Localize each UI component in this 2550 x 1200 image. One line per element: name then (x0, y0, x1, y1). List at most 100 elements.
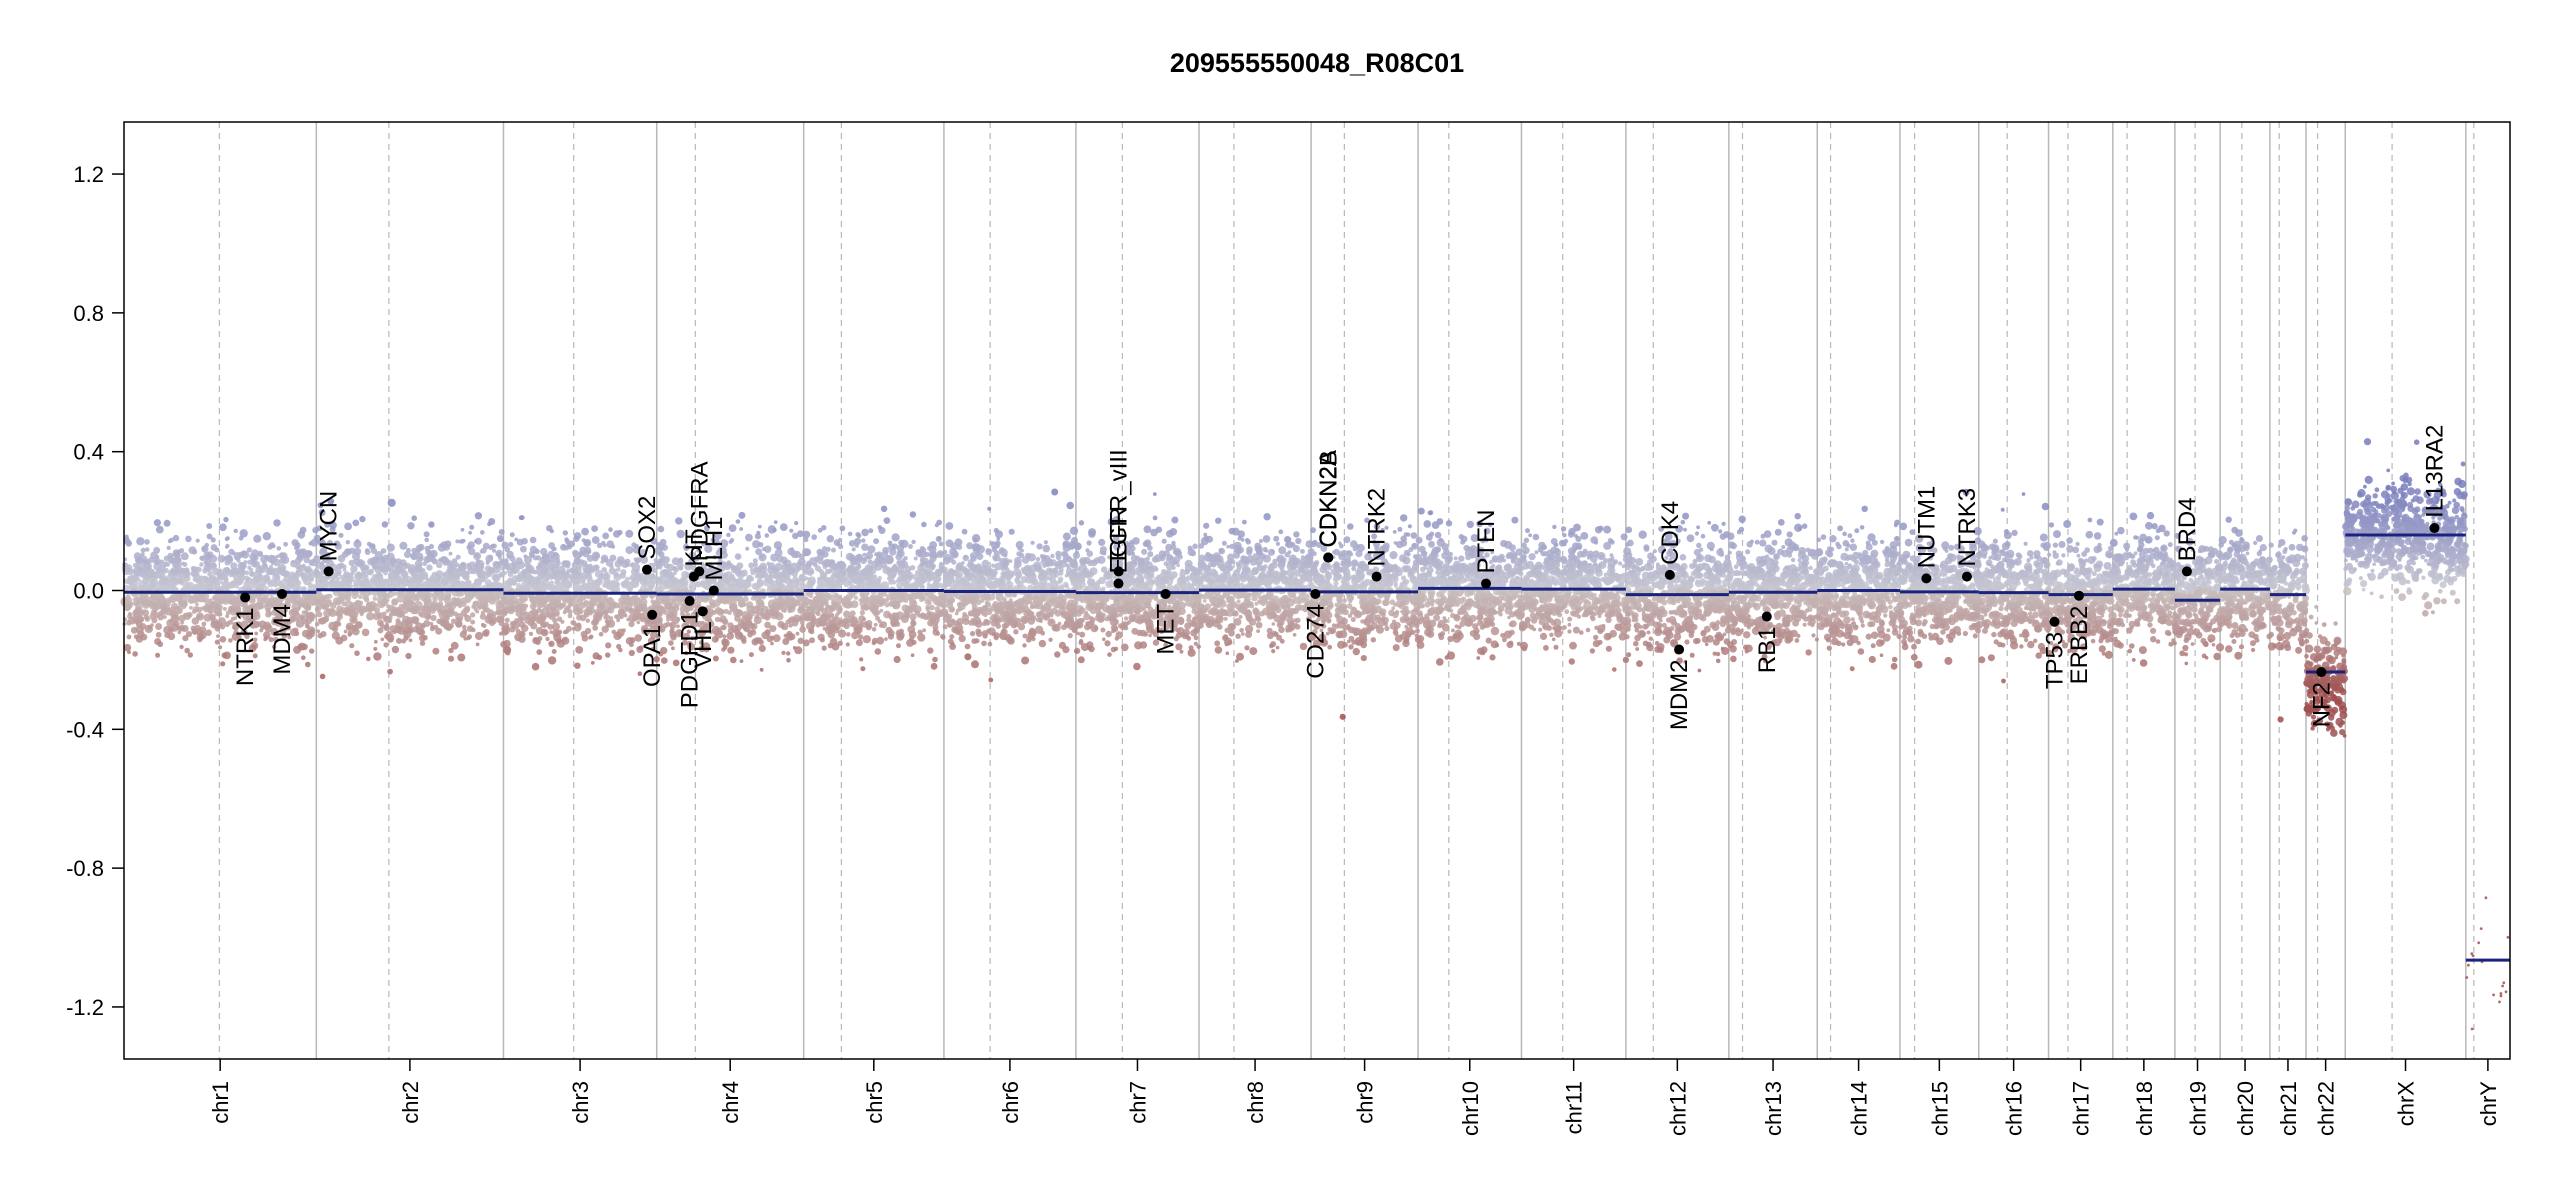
probe-point (829, 637, 838, 646)
probe-point (699, 580, 707, 588)
probe-point (271, 644, 277, 650)
probe-point (407, 564, 417, 573)
probe-point (750, 596, 756, 601)
probe-point (888, 570, 897, 580)
probe-point (183, 567, 190, 574)
probe-point (733, 628, 741, 635)
probe-point (983, 612, 988, 618)
probe-point (734, 553, 742, 560)
probe-point (466, 564, 473, 571)
probe-point (860, 666, 866, 672)
probe-point (975, 620, 983, 628)
probe-point (463, 606, 470, 614)
probe-point (919, 562, 924, 568)
probe-point (351, 592, 358, 600)
probe-point (921, 521, 927, 528)
probe-point (159, 577, 167, 585)
probe-point (726, 632, 734, 640)
probe-point (509, 532, 515, 538)
probe-point (321, 595, 330, 604)
probe-point (608, 527, 613, 532)
probe-point (432, 647, 440, 655)
probe-point (935, 536, 942, 542)
probe-point (629, 608, 634, 613)
probe-point (859, 592, 866, 599)
probe-point (305, 661, 311, 668)
probe-point (640, 604, 648, 612)
probe-point (824, 614, 830, 620)
probe-point (1040, 560, 1045, 564)
probe-point (246, 547, 253, 553)
probe-point (225, 536, 230, 541)
probe-point (847, 531, 853, 537)
probe-point (495, 549, 503, 558)
probe-point (745, 533, 753, 542)
probe-point (837, 640, 843, 646)
probe-point (134, 600, 140, 606)
probe-point (153, 559, 160, 565)
probe-point (132, 597, 137, 602)
probe-point (848, 540, 856, 547)
probe-point (884, 637, 888, 641)
probe-point (355, 621, 363, 629)
probe-point (281, 556, 290, 564)
probe-point (748, 652, 754, 658)
probe-point (915, 549, 921, 555)
probe-point (502, 559, 509, 566)
probe-point (153, 519, 161, 527)
probe-point (1012, 593, 1017, 598)
probe-point (805, 566, 810, 570)
probe-point (567, 603, 572, 608)
probe-point (196, 606, 203, 613)
probe-point (780, 556, 788, 564)
probe-point (795, 586, 802, 593)
probe-point (773, 611, 780, 618)
probe-point (190, 625, 197, 632)
probe-point (548, 542, 555, 549)
probe-point (225, 614, 230, 619)
probe-point (317, 632, 324, 639)
probe-point (267, 554, 276, 564)
probe-point (874, 599, 880, 605)
probe-point (613, 571, 619, 578)
probe-point (823, 561, 830, 567)
probe-point (634, 615, 639, 621)
probe-point (536, 649, 543, 655)
probe-point (145, 569, 154, 578)
probe-point (773, 541, 783, 550)
probe-point (402, 615, 411, 624)
probe-point (133, 583, 139, 589)
probe-point (573, 567, 582, 575)
probe-point (671, 583, 679, 591)
probe-point (316, 611, 323, 618)
probe-point (971, 660, 979, 669)
probe-point (544, 621, 550, 627)
probe-point (745, 546, 750, 551)
probe-point (741, 602, 747, 607)
probe-point (170, 566, 178, 574)
probe-point (887, 613, 893, 619)
probe-point (144, 539, 150, 545)
probe-point (432, 558, 438, 564)
probe-point (1007, 618, 1015, 626)
probe-point (549, 630, 554, 634)
probe-point (319, 673, 326, 680)
probe-point (738, 511, 746, 519)
probe-point (839, 619, 845, 624)
probe-point (521, 568, 527, 575)
probe-point (581, 538, 586, 543)
probe-point (195, 602, 199, 607)
probe-point (300, 586, 306, 592)
probe-point (370, 557, 377, 564)
probe-point (205, 629, 212, 636)
probe-point (877, 525, 883, 530)
probe-point (756, 571, 765, 580)
probe-point (477, 605, 482, 610)
probe-point (815, 611, 821, 617)
probe-point (532, 555, 538, 561)
probe-point (219, 636, 227, 643)
probe-point (603, 615, 608, 620)
probe-point (529, 536, 537, 544)
probe-point (565, 571, 570, 575)
probe-point (171, 559, 180, 568)
